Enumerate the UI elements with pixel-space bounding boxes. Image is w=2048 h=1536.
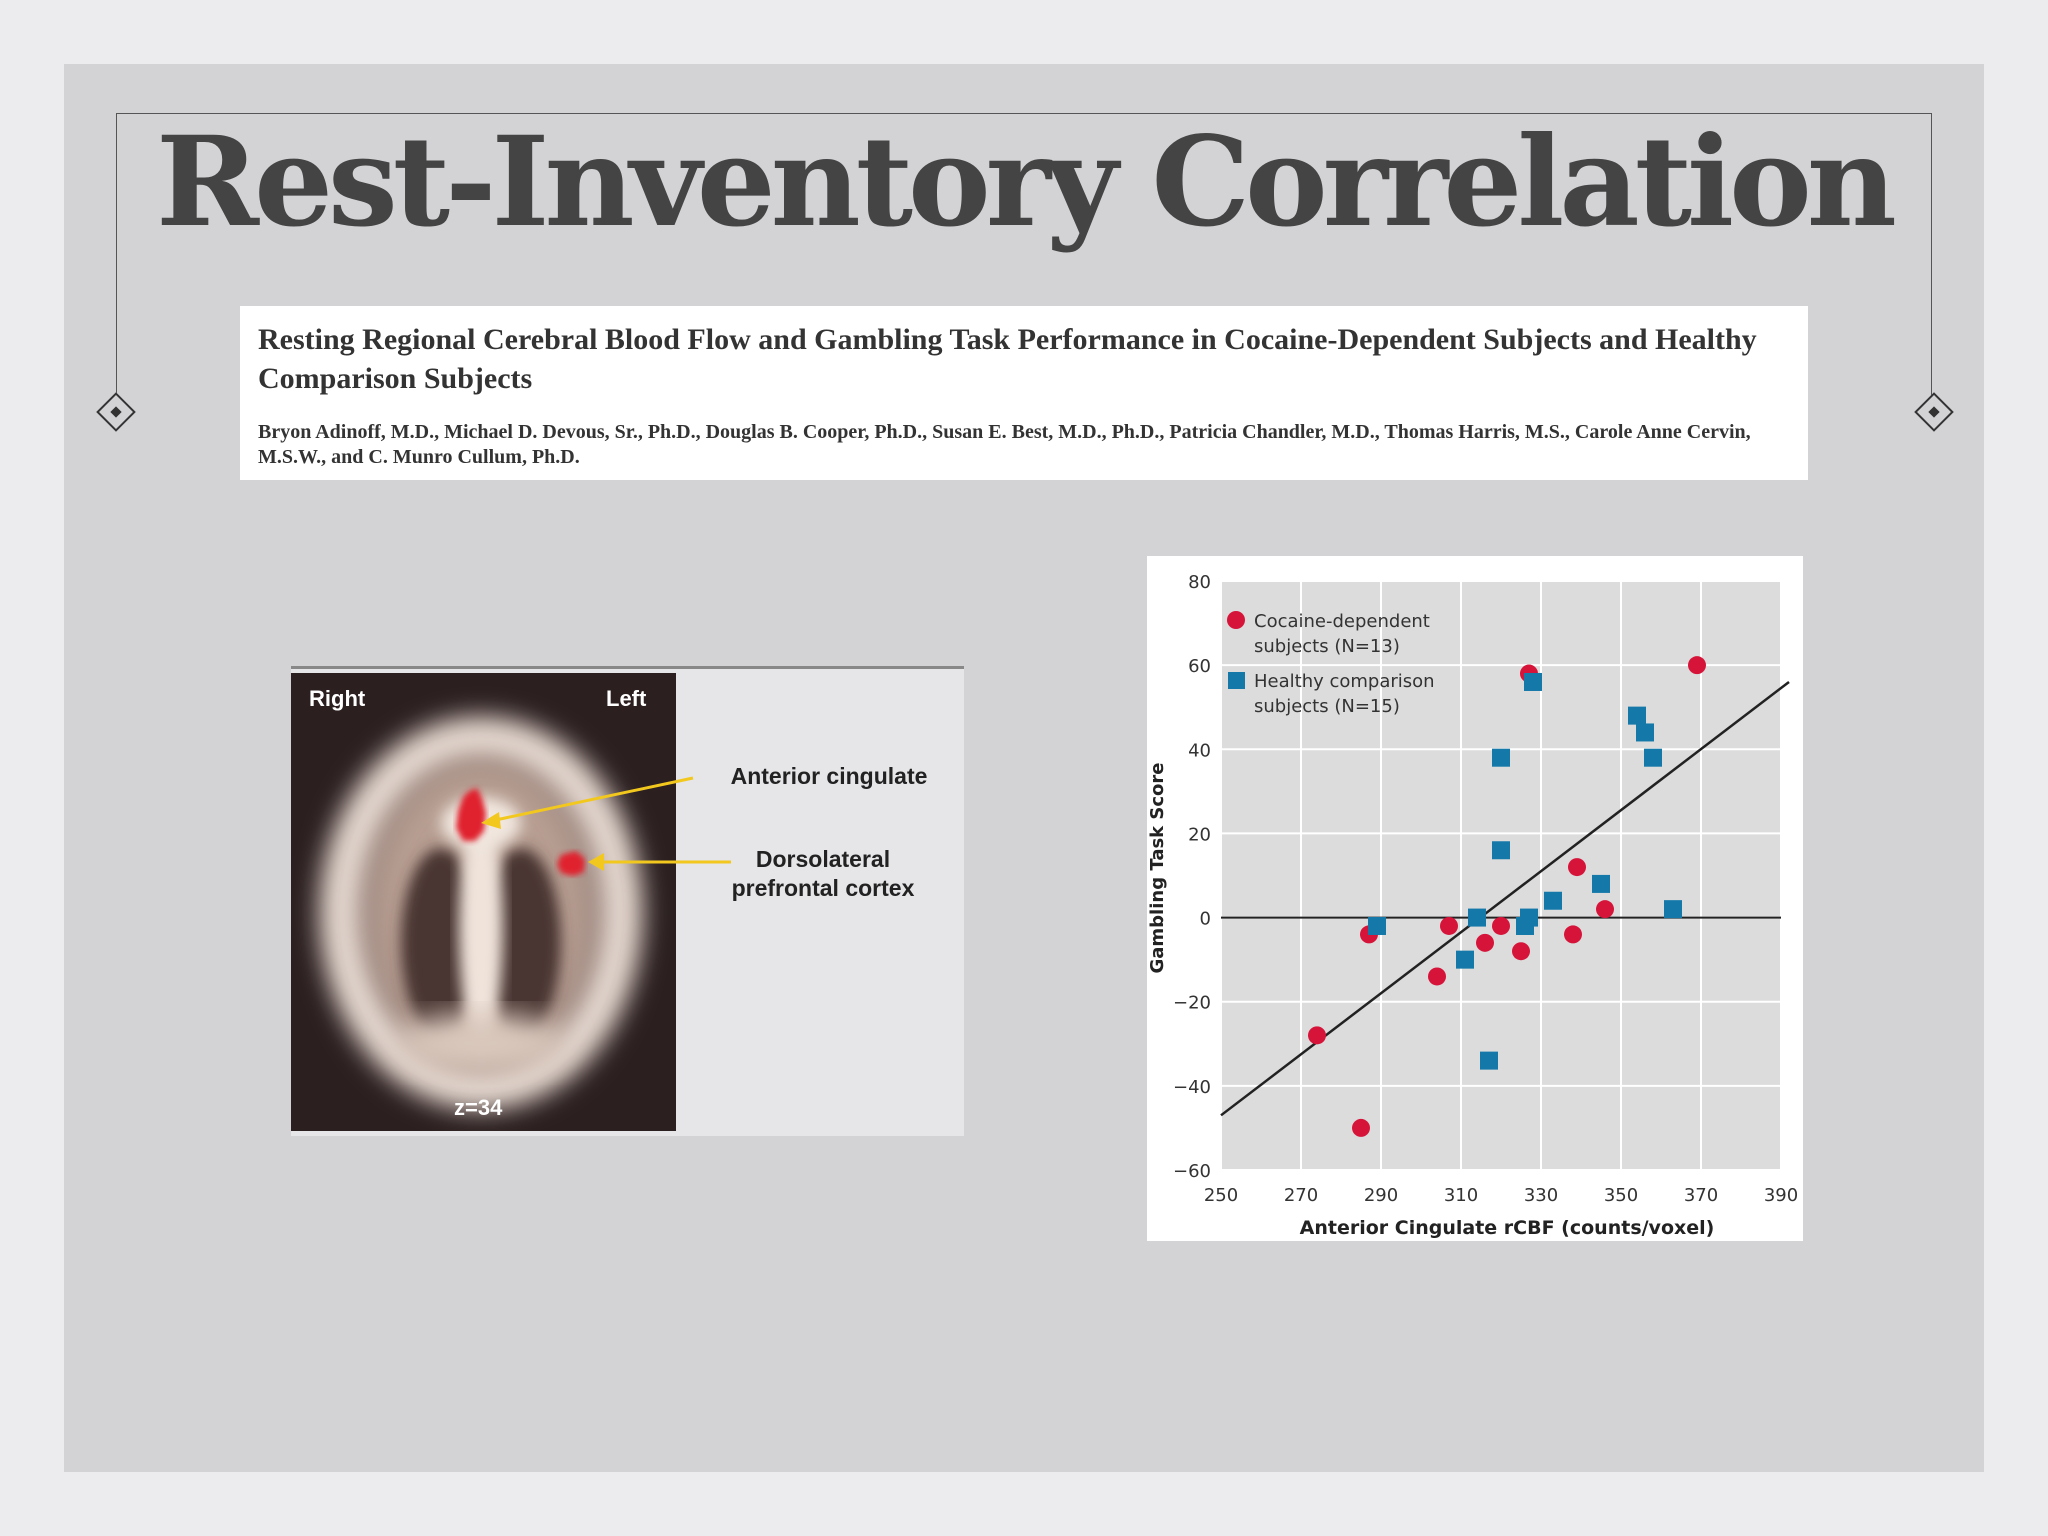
scatter-chart-panel: 80 60 40 20 0 −20 −40 −60 250 270 290 310 330 350 370… <box>1147 556 1803 1241</box>
y-tick-label: −20 <box>1173 993 1211 1014</box>
data-points <box>1308 656 1706 1137</box>
right-hemisphere-label: Right <box>309 686 366 711</box>
x-tick-label: 270 <box>1284 1185 1318 1206</box>
y-axis-ticks: 80 60 40 20 0 −20 −40 −60 <box>1173 572 1211 1182</box>
point-cocaine <box>1564 925 1582 944</box>
paper-authors: Bryon Adinoff, M.D., Michael D. Devous, … <box>258 421 1751 468</box>
y-tick-label: 40 <box>1188 740 1211 761</box>
slice-label: z=34 <box>454 1095 503 1120</box>
y-tick-label: 0 <box>1200 909 1211 930</box>
point-cocaine <box>1440 916 1458 935</box>
point-healthy <box>1368 916 1386 935</box>
gridlines <box>1220 580 1782 1171</box>
x-tick-label: 290 <box>1364 1185 1398 1206</box>
point-cocaine <box>1688 656 1706 675</box>
arrow-anterior-cingulate <box>481 776 694 829</box>
point-healthy <box>1520 908 1538 927</box>
legend-label-cocaine-line2: subjects (N=13) <box>1254 636 1400 657</box>
arrow-dorsolateral <box>588 853 731 871</box>
y-tick-label: −60 <box>1173 1161 1211 1182</box>
point-healthy <box>1492 841 1510 860</box>
point-healthy <box>1544 891 1562 910</box>
paper-header: Resting Regional Cerebral Blood Flow and… <box>240 306 1808 480</box>
y-axis-label: Gambling Task Score <box>1147 762 1168 973</box>
dorsolateral-label-line1: Dorsolateral <box>755 846 891 872</box>
paper-title: Resting Regional Cerebral Blood Flow and… <box>258 323 1757 395</box>
legend-label-cocaine-line1: Cocaine-dependent <box>1254 611 1430 632</box>
x-tick-label: 310 <box>1444 1185 1478 1206</box>
brain-figure: Right Left z=34 Anterior cingulate Dorso… <box>291 666 964 1136</box>
legend-label-healthy-line2: subjects (N=15) <box>1254 696 1400 717</box>
point-healthy <box>1468 908 1486 927</box>
brain-scan-image: Right Left z=34 <box>291 673 676 1131</box>
point-cocaine <box>1476 933 1494 952</box>
point-healthy <box>1456 950 1474 969</box>
point-healthy <box>1644 748 1662 767</box>
x-tick-label: 330 <box>1524 1185 1558 1206</box>
y-tick-label: 60 <box>1188 656 1211 677</box>
anterior-cingulate-label: Anterior cingulate <box>730 763 928 789</box>
slide-title: Rest-Inventory Correlation <box>156 110 1897 255</box>
point-cocaine <box>1596 900 1614 919</box>
legend-marker-cocaine <box>1227 611 1245 629</box>
x-tick-label: 390 <box>1764 1185 1798 1206</box>
point-cocaine <box>1428 967 1446 986</box>
y-tick-label: −40 <box>1173 1077 1211 1098</box>
point-cocaine <box>1512 942 1530 961</box>
point-healthy <box>1664 900 1682 919</box>
point-cocaine <box>1492 916 1510 935</box>
legend-label-healthy-line1: Healthy comparison <box>1254 671 1435 692</box>
callout-arrows <box>481 776 731 871</box>
point-healthy <box>1492 748 1510 767</box>
legend-marker-healthy <box>1228 672 1245 689</box>
point-cocaine <box>1352 1118 1370 1137</box>
scatter-chart: 80 60 40 20 0 −20 −40 −60 250 270 290 310 330 350 370… <box>1147 572 1798 1239</box>
dorsolateral-label: Dorsolateral prefrontal cortex <box>693 845 953 903</box>
y-tick-label: 80 <box>1188 572 1211 593</box>
point-healthy <box>1524 672 1542 691</box>
left-hemisphere-label: Left <box>606 686 647 711</box>
dorsolateral-label-line2: prefrontal cortex <box>731 875 915 901</box>
point-cocaine <box>1308 1026 1326 1045</box>
legend: Cocaine-dependent subjects (N=13) Health… <box>1227 611 1435 717</box>
x-tick-label: 350 <box>1604 1185 1638 1206</box>
x-axis-ticks: 250 270 290 310 330 350 370 390 <box>1204 1185 1798 1206</box>
decorative-frame <box>116 113 1932 411</box>
dorsolateral-region <box>557 851 585 876</box>
point-healthy <box>1628 706 1646 725</box>
brain-scan-graphic <box>322 719 640 1107</box>
plot-area <box>1221 581 1781 1170</box>
point-cocaine <box>1568 858 1586 877</box>
y-tick-label: 20 <box>1188 824 1211 845</box>
point-healthy <box>1592 874 1610 893</box>
x-axis-label: Anterior Cingulate rCBF (counts/voxel) <box>1300 1217 1715 1239</box>
anterior-cingulate-region <box>456 788 486 841</box>
point-healthy <box>1636 723 1654 742</box>
x-tick-label: 250 <box>1204 1185 1238 1206</box>
point-healthy <box>1480 1051 1498 1070</box>
x-tick-label: 370 <box>1684 1185 1718 1206</box>
